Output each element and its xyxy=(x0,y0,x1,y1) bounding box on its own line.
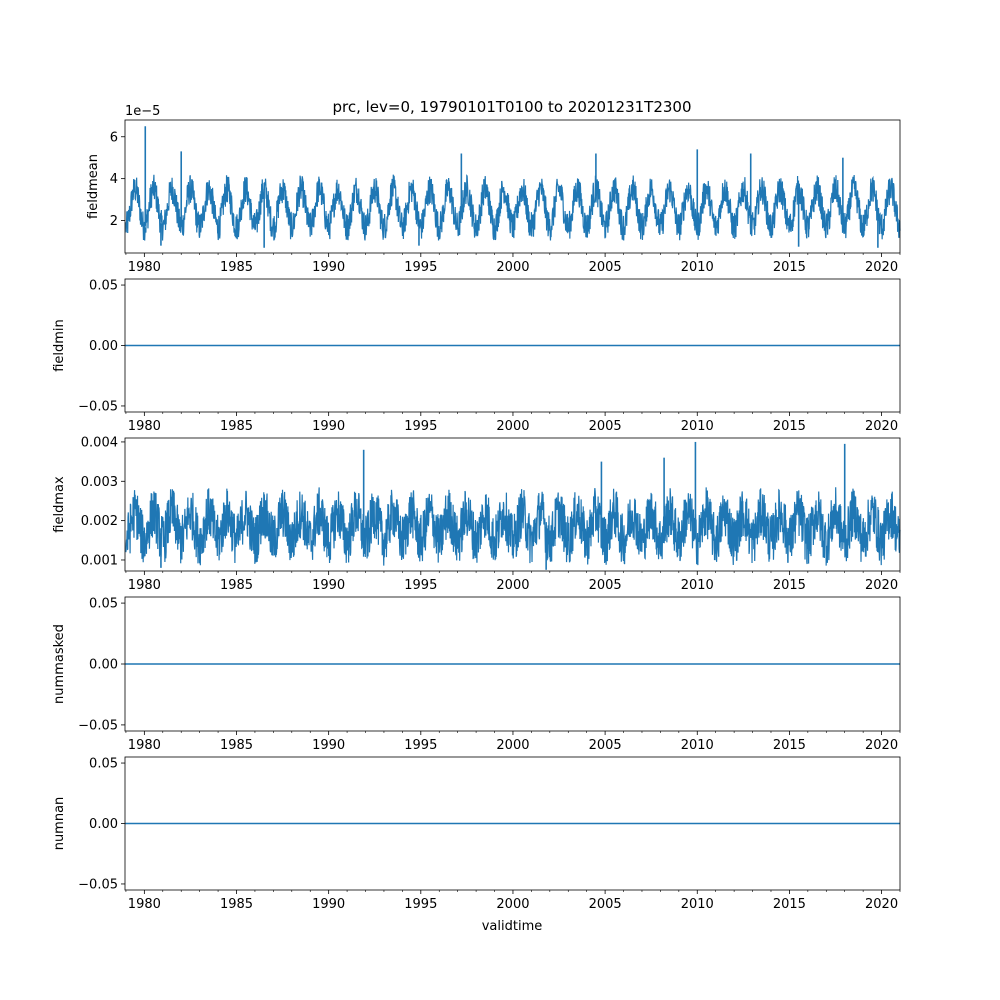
y-tick-label: 0.003 xyxy=(81,475,118,490)
x-tick-label: 2005 xyxy=(589,578,622,593)
y-axis-label: numnan xyxy=(52,797,67,851)
x-tick-label: 2010 xyxy=(681,419,714,434)
axes-frame xyxy=(124,437,901,572)
x-tick-label: 1990 xyxy=(312,419,345,434)
y-tick-label: 0.00 xyxy=(89,658,118,673)
y-axis-label: fieldmean xyxy=(86,154,101,219)
x-tick-label: 1985 xyxy=(220,260,253,275)
x-tick-label: 1995 xyxy=(404,419,437,434)
x-tick-label: 1995 xyxy=(404,738,437,753)
x-tick-label: 2005 xyxy=(589,419,622,434)
x-tick-label: 2005 xyxy=(589,738,622,753)
x-tick-label: 2020 xyxy=(865,738,898,753)
x-tick-label: 1985 xyxy=(220,419,253,434)
y-tick-label: −0.05 xyxy=(78,877,118,892)
x-tick-label: 2000 xyxy=(496,419,529,434)
y-tick-label: 0.00 xyxy=(89,817,118,832)
x-tick-label: 1995 xyxy=(404,578,437,593)
series-line-fieldmean xyxy=(125,174,901,241)
x-tick-label: 1980 xyxy=(128,897,161,912)
x-tick-label: 2015 xyxy=(773,897,806,912)
y-tick-label: 0.05 xyxy=(89,597,118,612)
x-tick-label: 1990 xyxy=(312,738,345,753)
y-tick-label: −0.05 xyxy=(78,399,118,414)
axes-frame xyxy=(124,119,901,254)
panel-fieldmean: 1980 1985 1990 1995 2000 2005 2010 2015 2020 2 4 6f… xyxy=(86,104,901,275)
panel-nummasked: 1980 1985 1990 1995 2000 2005 2010 2015 2020 −0.0… xyxy=(52,597,901,753)
x-tick-label: 1985 xyxy=(220,897,253,912)
y-tick-label: 0.001 xyxy=(81,553,118,568)
x-tick-label: 2010 xyxy=(681,738,714,753)
x-axis-label: validtime xyxy=(482,919,543,934)
series-line-fieldmax xyxy=(125,487,901,566)
x-tick-label: 2010 xyxy=(681,897,714,912)
y-axis-label: fieldmin xyxy=(52,319,67,372)
x-tick-label: 2020 xyxy=(865,419,898,434)
x-tick-label: 2000 xyxy=(496,260,529,275)
x-tick-label: 1990 xyxy=(312,578,345,593)
x-tick-label: 2010 xyxy=(681,260,714,275)
x-tick-label: 1980 xyxy=(128,738,161,753)
x-tick-label: 2005 xyxy=(589,897,622,912)
y-tick-label: 2 xyxy=(110,214,118,229)
panels: 1980 1985 1990 1995 2000 2005 2010 2015 2020246f… xyxy=(52,104,901,912)
x-tick-label: 1985 xyxy=(220,738,253,753)
y-tick-label: 4 xyxy=(110,172,118,187)
x-tick-label: 2010 xyxy=(681,578,714,593)
x-tick-label: 2005 xyxy=(589,260,622,275)
x-tick-label: 1995 xyxy=(404,897,437,912)
x-tick-label: 2015 xyxy=(773,578,806,593)
x-tick-label: 1995 xyxy=(404,260,437,275)
x-tick-label: 2015 xyxy=(773,260,806,275)
x-tick-label: 1990 xyxy=(312,897,345,912)
x-tick-label: 2020 xyxy=(865,578,898,593)
x-tick-label: 2020 xyxy=(865,260,898,275)
y-tick-label: −0.05 xyxy=(78,718,118,733)
y-axis-label: nummasked xyxy=(52,624,67,704)
x-tick-label: 2015 xyxy=(773,738,806,753)
y-tick-label: 0.05 xyxy=(89,757,118,772)
panel-numnan: 1980 1985 1990 1995 2000 2005 2010 2015 2020 −0.0… xyxy=(52,757,901,912)
chart-title: prc, lev=0, 19790101T0100 to 20201231T23… xyxy=(332,98,691,116)
x-tick-label: 1980 xyxy=(128,578,161,593)
x-tick-label: 2000 xyxy=(496,578,529,593)
y-tick-label: 0.004 xyxy=(81,435,118,450)
x-tick-label: 2020 xyxy=(865,897,898,912)
y-tick-label: 0.002 xyxy=(81,514,118,529)
x-tick-label: 1985 xyxy=(220,578,253,593)
y-axis-label: fieldmax xyxy=(52,476,67,533)
x-tick-label: 2000 xyxy=(496,897,529,912)
x-tick-label: 1980 xyxy=(128,260,161,275)
x-tick-label: 2000 xyxy=(496,738,529,753)
panel-fieldmin: 1980 1985 1990 1995 2000 2005 2010 2015 2020 −0.0… xyxy=(52,279,901,434)
x-tick-label: 1990 xyxy=(312,260,345,275)
y-offset-label: 1e−5 xyxy=(125,104,160,119)
panel-fieldmax: 1980 1985 1990 1995 2000 2005 2010 2015 2020 0.00… xyxy=(52,435,901,593)
x-tick-label: 2015 xyxy=(773,419,806,434)
y-tick-label: 6 xyxy=(110,130,118,145)
y-tick-label: 0.05 xyxy=(89,279,118,294)
y-tick-label: 0.00 xyxy=(89,339,118,354)
x-tick-label: 1980 xyxy=(128,419,161,434)
